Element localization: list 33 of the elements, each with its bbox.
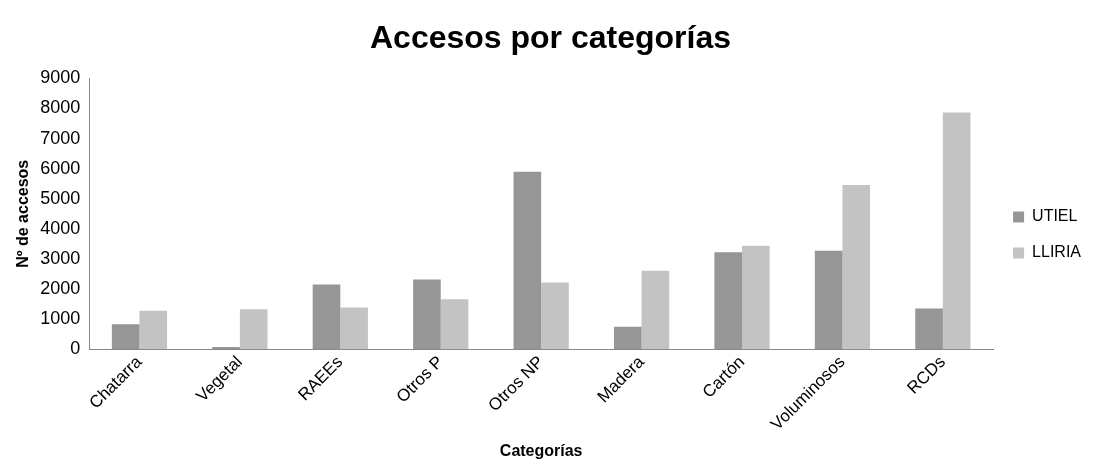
y-tick-label: 5000 <box>40 187 81 208</box>
bar <box>239 309 268 350</box>
bar <box>212 347 240 350</box>
bar <box>742 245 770 350</box>
bar <box>413 279 441 350</box>
chart-title: Accesos por categorías <box>369 19 732 56</box>
y-tick-label: 2000 <box>40 278 81 298</box>
y-tick-label: 6000 <box>40 157 81 178</box>
bar <box>111 324 140 350</box>
bar <box>139 310 168 350</box>
bar <box>641 270 670 350</box>
bar <box>613 326 642 350</box>
bar <box>915 308 943 350</box>
bar <box>440 299 469 350</box>
y-tick-label: 1000 <box>40 308 81 329</box>
y-tick-label: 0 <box>70 338 81 359</box>
bar <box>340 307 368 350</box>
bar <box>513 171 542 350</box>
bar <box>714 252 743 350</box>
bar <box>814 250 843 350</box>
bar <box>541 282 569 350</box>
bar <box>942 112 971 350</box>
legend-label: UTIEL <box>1032 207 1078 225</box>
y-axis-title: Nº de accesos <box>14 159 32 268</box>
x-axis-title: Categorías <box>499 441 583 459</box>
bar <box>842 184 871 350</box>
y-tick-label: 4000 <box>40 217 81 238</box>
y-tick-label: 3000 <box>40 247 81 268</box>
legend-label: LLIRIA <box>1032 243 1082 261</box>
y-tick-label: 9000 <box>40 67 81 88</box>
bar <box>312 284 341 350</box>
y-tick-label: 7000 <box>40 127 81 148</box>
y-tick-label: 8000 <box>40 97 81 118</box>
